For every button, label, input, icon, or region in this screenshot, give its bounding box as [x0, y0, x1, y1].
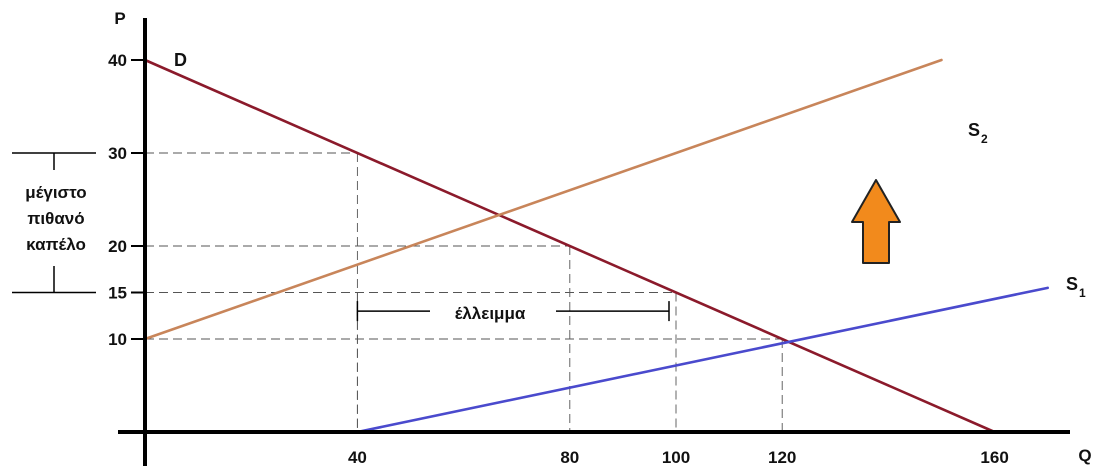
demand-line: [143, 58, 996, 434]
demand-label: D: [174, 50, 187, 70]
supply-1-label: S1: [1066, 274, 1086, 300]
price-range-bracket: μέγιστο πιθανό καπέλο: [12, 152, 96, 294]
y-tick-label-20: 20: [108, 237, 127, 256]
series-lines: [143, 58, 1049, 434]
price-range-label-line-1: μέγιστο: [25, 183, 86, 202]
supply-2-line: [143, 58, 943, 341]
x-tick-label-80: 80: [560, 448, 579, 467]
supply-2-label: S2: [968, 120, 988, 146]
x-tick-label-160: 160: [980, 448, 1008, 467]
x-axis-label: Q: [1078, 446, 1091, 465]
x-tick-label-100: 100: [662, 448, 690, 467]
supply-2-label-subscript: 2: [981, 132, 988, 146]
y-axis-label: P: [114, 9, 125, 28]
y-tick-label-40: 40: [108, 51, 127, 70]
x-tick-label-120: 120: [768, 448, 796, 467]
shortage-label: έλλειμμα: [455, 304, 526, 323]
y-tick-label-10: 10: [108, 330, 127, 349]
shortage-bracket: έλλειμμα: [356, 301, 670, 323]
y-tick-label-15: 15: [108, 284, 127, 303]
guide-lines: [145, 152, 783, 432]
curve-labels: D S2 S1: [174, 50, 1086, 300]
price-range-label-line-2: πιθανό: [27, 209, 84, 228]
up-arrow-icon: [851, 179, 901, 264]
shift-arrow: [851, 179, 901, 264]
axes: [118, 18, 1070, 466]
tick-labels: 10 15 20 30 40 40 80 100 120 160: [108, 51, 1009, 467]
price-range-label-line-3: καπέλο: [26, 235, 86, 254]
x-tick-label-40: 40: [348, 448, 367, 467]
y-tick-label-30: 30: [108, 144, 127, 163]
supply-1-line: [356, 286, 1049, 434]
supply-1-label-subscript: 1: [1079, 286, 1086, 300]
